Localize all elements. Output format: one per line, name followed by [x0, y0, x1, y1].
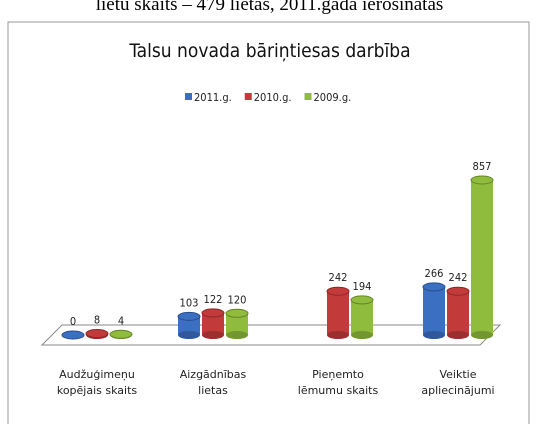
bar-body — [327, 291, 349, 335]
bar — [446, 286, 470, 339]
bar — [201, 308, 225, 339]
bar-top — [446, 286, 470, 296]
bar-top — [109, 329, 133, 339]
bar-bottom — [202, 331, 224, 339]
bar — [177, 311, 201, 339]
data-label: 120 — [228, 293, 247, 306]
bar — [85, 329, 109, 339]
bar — [225, 308, 249, 339]
data-label: 4 — [118, 314, 124, 327]
bar-top — [201, 308, 225, 318]
bar-bottom — [178, 331, 200, 339]
data-label: 242 — [329, 271, 348, 284]
data-label: 103 — [180, 296, 199, 309]
data-label: 266 — [425, 267, 444, 280]
bar-body — [226, 313, 248, 335]
bar-bottom — [226, 331, 248, 339]
bar — [422, 282, 446, 339]
data-label: 8 — [94, 314, 100, 327]
legend-label: 2010.g. — [254, 91, 292, 104]
data-label: 857 — [473, 160, 492, 173]
bar-bottom — [351, 331, 373, 339]
bar — [470, 175, 494, 339]
legend-label: 2009.g. — [314, 91, 352, 104]
bar-bottom — [327, 331, 349, 339]
bar-body — [202, 312, 224, 335]
legend-swatch — [304, 93, 312, 100]
bar-top — [61, 330, 85, 340]
category-label: Pieņemto lēmumu skaits — [297, 368, 379, 397]
category-label: Aizgādnības lietas — [179, 368, 247, 397]
data-label: 194 — [353, 280, 372, 293]
data-label: 122 — [204, 293, 223, 306]
legend-swatch — [244, 93, 252, 100]
bar-top — [422, 282, 446, 292]
data-label: 0 — [70, 315, 76, 328]
bar-top — [470, 175, 494, 185]
bar — [326, 286, 350, 339]
legend-swatch — [185, 93, 192, 100]
bar — [109, 329, 133, 339]
bar-top — [225, 308, 249, 318]
category-label: Veiktie apliecinājumi — [421, 368, 495, 397]
bar-body — [351, 299, 373, 335]
bar — [350, 295, 374, 339]
bar — [61, 330, 85, 340]
bar-top — [177, 311, 201, 321]
chart-frame — [7, 21, 530, 424]
legend-label: 2011.g. — [194, 91, 232, 104]
bar-top — [85, 329, 109, 339]
data-label: 242 — [449, 271, 468, 284]
bar-body — [471, 180, 493, 335]
bar-body — [178, 316, 200, 335]
chart-title: Talsu novada bāriņtiesas darbība — [128, 40, 410, 62]
bar-bottom — [447, 331, 469, 339]
bar-bottom — [423, 331, 445, 339]
bar-top — [350, 295, 374, 305]
bar-bottom — [471, 331, 493, 339]
category-label: Audžuģimeņu kopējais skaits — [56, 368, 138, 397]
bar-body — [423, 286, 445, 335]
page-text: lietu skaits – 479 lietas, 2011.gada ier… — [95, 0, 444, 15]
bar-body — [447, 291, 469, 335]
bar-top — [326, 286, 350, 296]
